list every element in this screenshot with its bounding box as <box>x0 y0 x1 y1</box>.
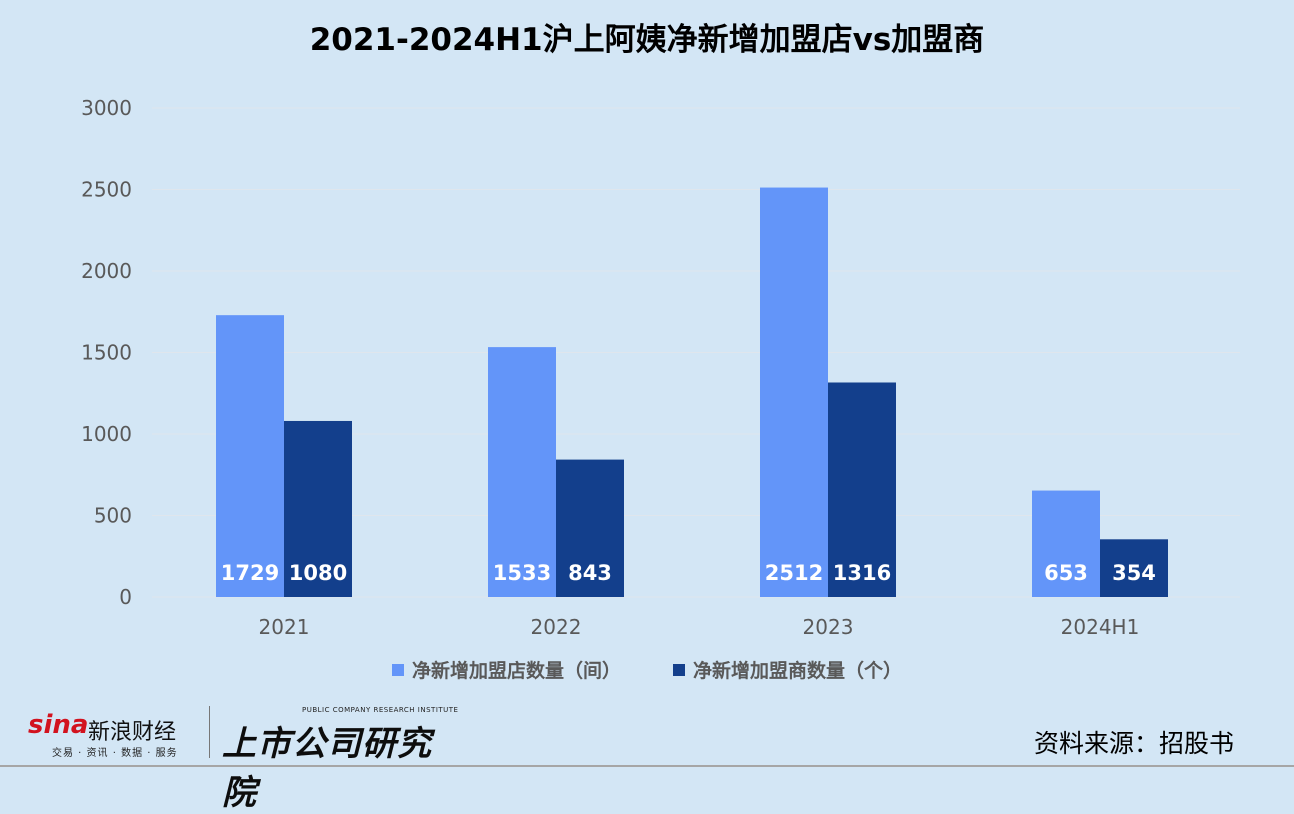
legend-item-stores: 净新增加盟店数量（间） <box>391 656 621 683</box>
y-tick-label-1000: 1000 <box>81 422 132 446</box>
y-tick-label-500: 500 <box>94 504 132 528</box>
x-tick-label-2024H1: 2024H1 <box>1061 615 1140 639</box>
bar-2023-series2 <box>828 382 896 597</box>
data-source: 资料来源：招股书 <box>1033 729 1234 758</box>
legend-swatch-stores <box>391 663 404 676</box>
footer-divider <box>0 765 1294 767</box>
data-label-2024H1-series1: 653 <box>1044 561 1088 585</box>
bar-chart: 0 500 1000 1500 2000 2500 3000 1729 1080 2021 1533… <box>81 96 1240 639</box>
bar-2021-series1 <box>216 315 284 597</box>
bar-2022-series1 <box>488 347 556 597</box>
y-tick-label-2000: 2000 <box>81 259 132 283</box>
logo-divider <box>209 706 210 758</box>
bar-2022-series2 <box>556 459 624 597</box>
bar-2021-series2 <box>284 420 352 597</box>
data-label-2021-series1: 1729 <box>221 561 279 585</box>
chart-title: 2021-2024H1沪上阿姨净新增加盟店vs加盟商 <box>309 22 985 58</box>
sina-finance-name: 新浪财经 <box>88 720 177 745</box>
data-label-2023-series1: 2512 <box>765 561 823 585</box>
research-institute-logo: PUBLIC COMPANY RESEARCH INSTITUTE 上市公司研究… <box>220 704 460 813</box>
data-label-2021-series2: 1080 <box>289 561 347 585</box>
research-institute-english: PUBLIC COMPANY RESEARCH INSTITUTE <box>302 706 459 714</box>
data-label-2024H1-series2: 354 <box>1112 561 1156 585</box>
sina-finance-logo: sina 新浪财经 交易 · 资讯 · 数据 · 服务 <box>28 706 208 759</box>
legend-swatch-franchisees <box>673 663 685 676</box>
bar-2024H1-series1 <box>1032 490 1100 597</box>
x-tick-label-2022: 2022 <box>531 615 582 639</box>
bar-2024H1-series2 <box>1100 539 1168 597</box>
y-tick-label-2500: 2500 <box>81 178 132 202</box>
x-tick-label-2023: 2023 <box>803 615 854 639</box>
data-label-2022-series2: 843 <box>568 561 612 585</box>
data-label-2022-series1: 1533 <box>493 561 551 585</box>
data-label-2023-series2: 1316 <box>833 561 891 585</box>
sina-finance-tagline: 交易 · 资讯 · 数据 · 服务 <box>52 748 178 759</box>
chart-legend: 净新增加盟店数量（间） 净新增加盟商数量（个） <box>0 656 1294 683</box>
bar-2023-series1 <box>760 187 828 597</box>
y-tick-label-3000: 3000 <box>81 96 132 120</box>
legend-item-franchisees: 净新增加盟商数量（个） <box>673 656 902 683</box>
x-tick-label-2021: 2021 <box>259 615 310 639</box>
sina-wordmark: sina <box>28 710 89 740</box>
legend-label-stores: 净新增加盟店数量（间） <box>411 660 621 682</box>
legend-label-franchisees: 净新增加盟商数量（个） <box>693 660 903 682</box>
y-tick-label-1500: 1500 <box>81 341 132 365</box>
y-tick-label-0: 0 <box>119 585 132 609</box>
